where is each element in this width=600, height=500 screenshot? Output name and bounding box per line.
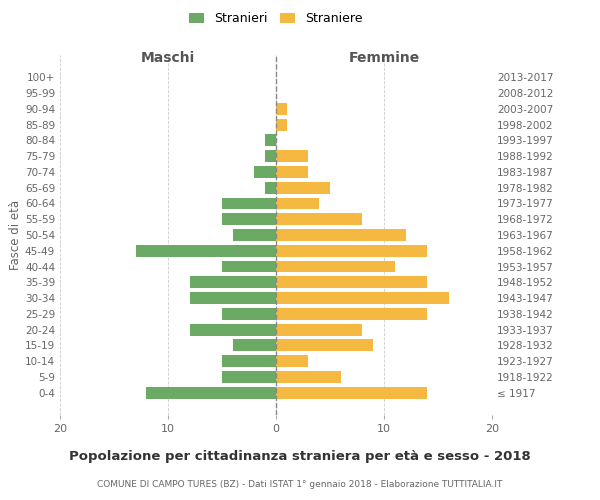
Bar bbox=[276, 371, 341, 383]
Bar bbox=[222, 356, 276, 367]
Bar bbox=[276, 150, 308, 162]
Bar bbox=[222, 214, 276, 225]
Bar bbox=[190, 324, 276, 336]
Bar bbox=[276, 308, 427, 320]
Bar bbox=[222, 371, 276, 383]
Bar bbox=[276, 324, 362, 336]
Bar bbox=[276, 387, 427, 398]
Bar bbox=[265, 182, 276, 194]
Bar bbox=[136, 245, 276, 256]
Bar bbox=[276, 292, 449, 304]
Bar bbox=[276, 198, 319, 209]
Bar bbox=[222, 198, 276, 209]
Bar bbox=[276, 276, 427, 288]
Legend: Stranieri, Straniere: Stranieri, Straniere bbox=[185, 8, 367, 29]
Text: Maschi: Maschi bbox=[141, 50, 195, 64]
Bar bbox=[265, 134, 276, 146]
Bar bbox=[276, 229, 406, 241]
Bar bbox=[146, 387, 276, 398]
Bar bbox=[190, 292, 276, 304]
Bar bbox=[276, 214, 362, 225]
Bar bbox=[276, 260, 395, 272]
Bar bbox=[265, 150, 276, 162]
Bar bbox=[222, 308, 276, 320]
Bar bbox=[233, 340, 276, 351]
Bar bbox=[276, 245, 427, 256]
Bar bbox=[276, 103, 287, 115]
Bar bbox=[222, 260, 276, 272]
Bar bbox=[233, 229, 276, 241]
Bar bbox=[190, 276, 276, 288]
Bar bbox=[276, 118, 287, 130]
Bar bbox=[276, 182, 330, 194]
Y-axis label: Fasce di età: Fasce di età bbox=[9, 200, 22, 270]
Text: Popolazione per cittadinanza straniera per età e sesso - 2018: Popolazione per cittadinanza straniera p… bbox=[69, 450, 531, 463]
Bar bbox=[276, 340, 373, 351]
Bar bbox=[254, 166, 276, 178]
Bar bbox=[276, 356, 308, 367]
Text: Femmine: Femmine bbox=[349, 50, 419, 64]
Text: COMUNE DI CAMPO TURES (BZ) - Dati ISTAT 1° gennaio 2018 - Elaborazione TUTTITALI: COMUNE DI CAMPO TURES (BZ) - Dati ISTAT … bbox=[97, 480, 503, 489]
Bar bbox=[276, 166, 308, 178]
